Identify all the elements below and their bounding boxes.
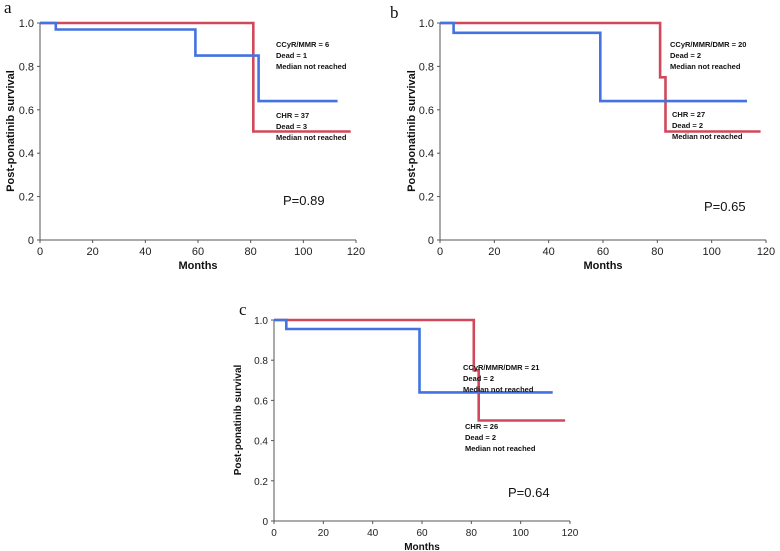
x-tick-label: 60: [192, 246, 204, 258]
x-tick-label: 0: [437, 246, 443, 258]
x-axis-title: Months: [178, 260, 217, 272]
y-axis-title: Post-ponatinib survival: [406, 70, 418, 192]
x-tick-label: 60: [597, 246, 609, 258]
y-axis-title: Post-ponatinib survival: [5, 70, 17, 192]
panel-label: b: [390, 3, 399, 22]
curve-annotation: Median not reached: [672, 132, 743, 141]
x-tick-label: 40: [543, 246, 555, 258]
curve-annotation: CCyR/MMR = 6: [276, 40, 329, 49]
y-tick-label: 0.6: [19, 105, 34, 117]
curve-annotation: CCyR/MMR/DMR = 21: [463, 363, 539, 372]
survival-curve-chr: [440, 21, 761, 133]
panel-label: a: [4, 0, 12, 17]
curve-annotation: Dead = 2: [670, 51, 701, 60]
curve-annotation: CHR = 37: [276, 111, 309, 120]
survival-curve-ccyr-mmr-dmr: [274, 318, 553, 394]
curve-annotation: CHR = 27: [672, 110, 705, 119]
x-tick-label: 120: [562, 528, 579, 539]
x-tick-label: 120: [347, 246, 365, 258]
curve-annotation: Dead = 2: [672, 121, 703, 130]
y-tick-label: 0.4: [419, 148, 434, 160]
y-tick-label: 1.0: [19, 18, 34, 30]
y-tick-label: 0.4: [254, 437, 268, 448]
x-tick-label: 0: [37, 246, 43, 258]
x-tick-label: 80: [245, 246, 257, 258]
x-tick-label: 60: [416, 528, 428, 539]
panel-label: c: [239, 300, 247, 319]
curve-annotation: CCyR/MMR/DMR = 20: [670, 40, 746, 49]
y-tick-label: 0.2: [19, 192, 34, 204]
x-tick-label: 0: [271, 528, 277, 539]
y-tick-label: 0: [28, 235, 34, 247]
curve-annotation: Median not reached: [463, 385, 534, 394]
km-chart-a: a 0 20 40 60 80 100 120 0 0.2 0.4 0.6 0.8 1.0 Months Po…: [4, 0, 365, 272]
curve-annotation: Dead = 2: [463, 374, 494, 383]
x-tick-label: 100: [512, 528, 529, 539]
y-tick-label: 1.0: [419, 18, 434, 30]
curve-annotation: Median not reached: [276, 133, 347, 142]
y-tick-label: 0: [262, 517, 268, 528]
y-tick-label: 0.8: [254, 356, 268, 367]
survival-curve-ccyr-mmr: [40, 21, 338, 103]
y-tick-label: 0.6: [419, 105, 434, 117]
x-tick-label: 20: [87, 246, 99, 258]
x-tick-label: 100: [294, 246, 312, 258]
x-tick-label: 120: [757, 246, 775, 258]
curve-annotation: CHR = 26: [465, 422, 498, 431]
survival-curve-ccyr-mmr-dmr: [440, 21, 747, 103]
p-value: P=0.89: [283, 193, 325, 208]
x-axis-title: Months: [583, 260, 622, 272]
x-tick-label: 40: [139, 246, 151, 258]
curve-annotation: Median not reached: [276, 62, 347, 71]
curve-annotation: Median not reached: [670, 62, 741, 71]
km-chart-b: b 0 20 40 60 80 100 120 0 0.2 0.4 0.6 0.8 1.0 Months Po…: [390, 3, 775, 272]
y-tick-label: 0.2: [254, 477, 268, 488]
curve-annotation: Dead = 3: [276, 122, 307, 131]
y-tick-label: 0.2: [419, 192, 434, 204]
p-value: P=0.64: [508, 485, 550, 500]
y-tick-label: 0.4: [19, 148, 34, 160]
km-chart-c: c 0 20 40 60 80 100 120 0 0.2 0.4 0.6 0.8 1.0 Months Po…: [233, 300, 579, 551]
p-value: P=0.65: [704, 199, 746, 214]
y-tick-label: 0.8: [419, 61, 434, 73]
curve-annotation: Dead = 1: [276, 51, 307, 60]
survival-curve-chr: [274, 318, 566, 422]
y-tick-label: 1.0: [254, 316, 268, 327]
x-tick-label: 20: [318, 528, 330, 539]
x-axis-title: Months: [404, 542, 440, 551]
x-tick-label: 80: [651, 246, 663, 258]
x-tick-label: 20: [488, 246, 500, 258]
survival-curve-chr: [40, 21, 351, 133]
curve-annotation: Median not reached: [465, 444, 536, 453]
y-axis-title: Post-ponatinib survival: [233, 364, 244, 475]
y-tick-label: 0: [428, 235, 434, 247]
x-tick-label: 80: [466, 528, 478, 539]
y-tick-label: 0.8: [19, 61, 34, 73]
x-tick-label: 100: [702, 246, 720, 258]
curve-annotation: Dead = 2: [465, 433, 496, 442]
x-tick-label: 40: [367, 528, 379, 539]
y-tick-label: 0.6: [254, 396, 268, 407]
